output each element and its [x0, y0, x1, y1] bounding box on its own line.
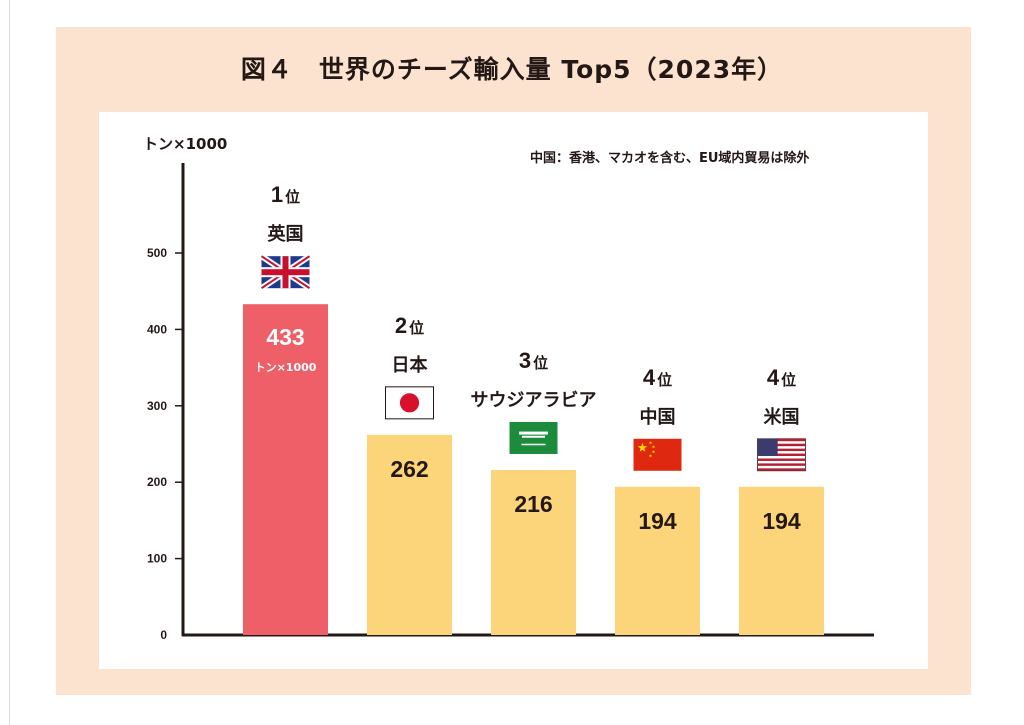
y-tick-label: 500: [147, 246, 167, 260]
value-label: 216: [514, 491, 552, 517]
bar-3: [491, 469, 576, 635]
value-label: 433: [266, 324, 304, 350]
chart-title: 図４ 世界のチーズ輸入量 Top5（2023年）: [240, 55, 784, 84]
category-label: 米国: [764, 406, 800, 428]
category-label: 日本: [392, 354, 428, 376]
usa-flag-icon: [757, 438, 806, 472]
value-label: 194: [762, 508, 801, 534]
category-label: サウジアラビア: [471, 390, 597, 411]
japan-flag-icon: [385, 386, 434, 420]
page-edge-rule: [9, 0, 10, 725]
category-label: 中国: [640, 406, 676, 428]
y-tick-label: 300: [147, 399, 167, 413]
value-label: 194: [638, 508, 677, 534]
category-label: 英国: [267, 223, 304, 245]
value-unit-label: トン×1000: [255, 361, 317, 374]
chart-note: 中国：香港、マカオを含む、EU域内貿易は除外: [530, 151, 810, 166]
y-tick-label: 200: [147, 475, 167, 489]
y-tick-label: 0: [160, 628, 167, 642]
y-tick-label: 100: [147, 552, 167, 566]
bar-1: [243, 304, 328, 635]
china-flag-icon: [633, 438, 682, 471]
y-axis-unit-label: トン×1000: [143, 135, 228, 153]
bar-2: [367, 434, 452, 635]
value-label: 262: [390, 456, 428, 482]
bar-4: [615, 486, 700, 635]
bar-5: [739, 486, 824, 635]
uk-flag-icon: [259, 253, 312, 291]
y-tick-label: 400: [147, 322, 167, 336]
saudi-arabia-flag-icon: [509, 421, 558, 454]
